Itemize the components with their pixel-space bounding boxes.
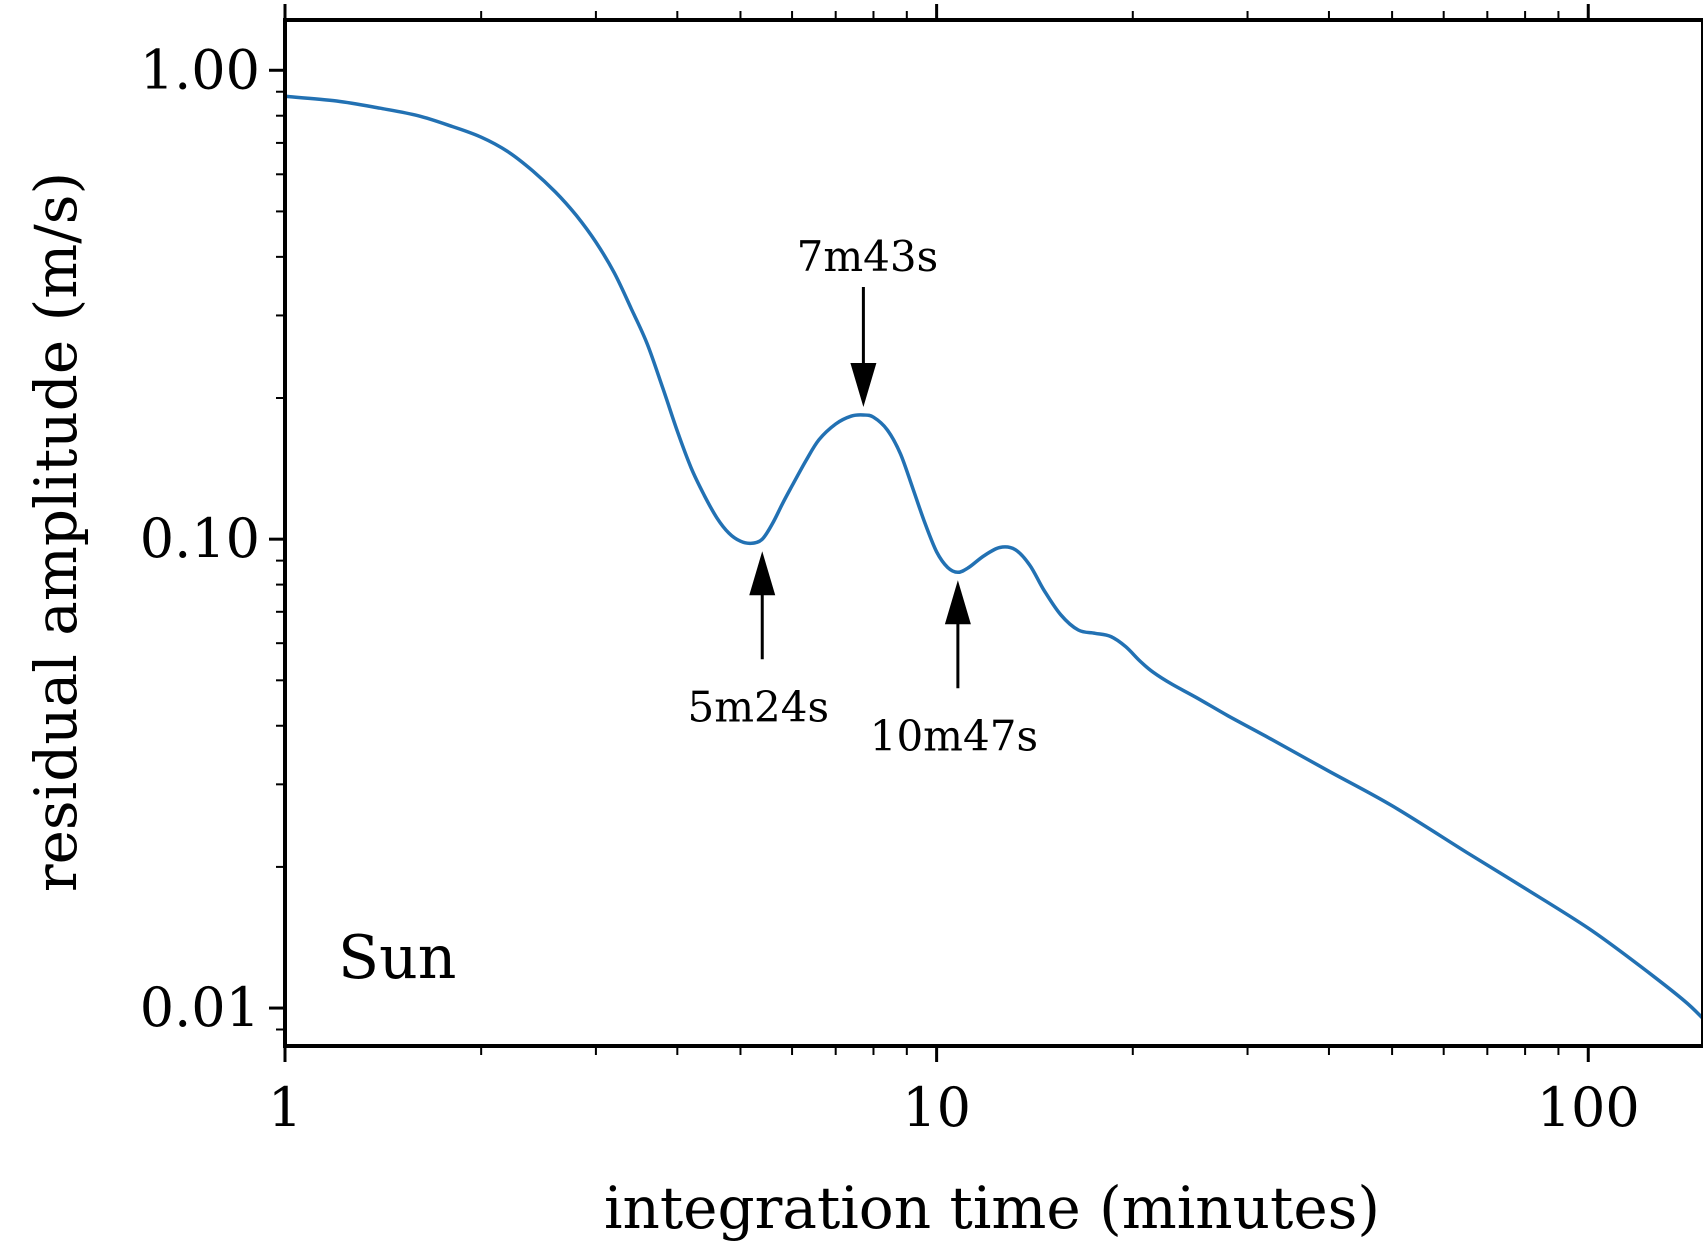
series-line (283, 94, 1703, 1021)
annotations: 5m24s 7m43s 10m47s (687, 232, 1038, 760)
annotation-arrowhead (944, 580, 971, 625)
y-tick-label: 1.00 (140, 38, 260, 101)
panel-label: Sun (338, 923, 456, 993)
plot-frame (283, 18, 1703, 1048)
y-tick-label: 0.01 (140, 976, 260, 1039)
x-tick-label: 100 (1537, 1076, 1640, 1139)
y-axis-title: residual amplitude (m/s) (22, 172, 90, 892)
tick-labels: 1 10 100 0.01 0.10 1.00 (140, 38, 1640, 1139)
minor-ticks (276, 11, 1560, 1055)
x-axis-title: integration time (minutes) (604, 1174, 1380, 1242)
x-tick-label: 1 (268, 1076, 302, 1139)
y-tick-label: 0.10 (140, 507, 260, 570)
annotation-label: 10m47s (870, 711, 1038, 760)
annotation-arrowhead (749, 551, 776, 596)
major-ticks (269, 4, 1590, 1062)
annotation-arrowhead (850, 362, 877, 407)
annotation-label: 7m43s (797, 232, 939, 281)
x-tick-label: 10 (902, 1076, 971, 1139)
annotation-label: 5m24s (687, 682, 829, 731)
